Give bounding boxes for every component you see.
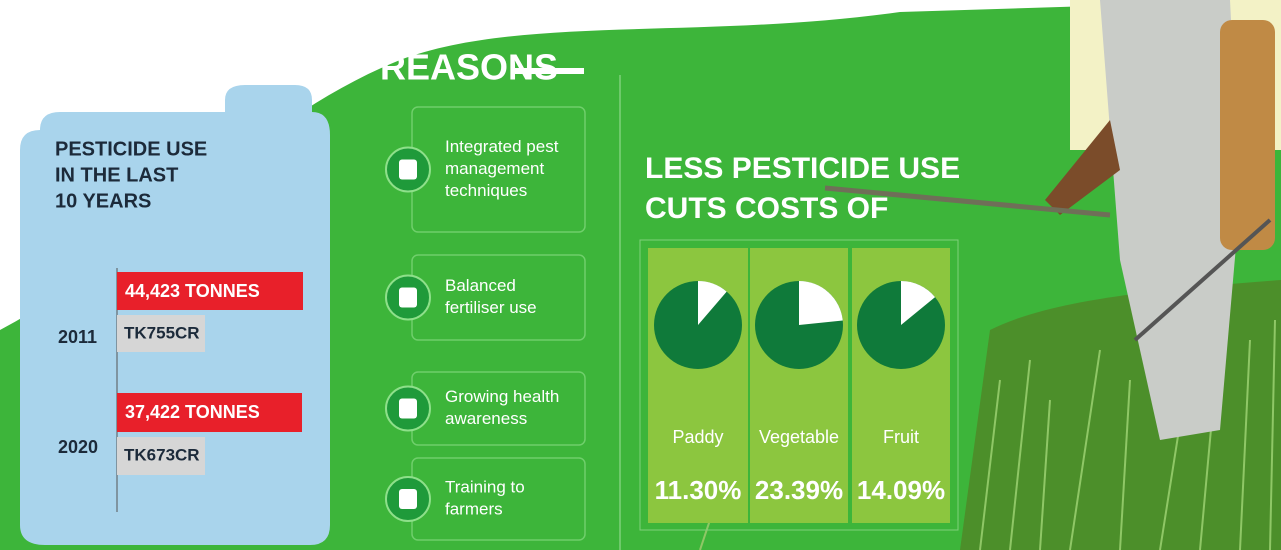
- title-dash: [512, 68, 584, 74]
- sprayer-tank: [1220, 20, 1275, 250]
- reason-text: fertiliser use: [445, 298, 537, 317]
- reason-text: awareness: [445, 409, 527, 428]
- pie-name: Paddy: [672, 427, 723, 447]
- reason-icon-glyph: [399, 288, 417, 308]
- year: 2011: [58, 327, 97, 347]
- reason-text: Growing health: [445, 387, 559, 406]
- cost-label: TK755CR: [124, 323, 200, 342]
- title-line: 10 YEARS: [55, 190, 151, 212]
- reason-icon-glyph: [399, 160, 417, 180]
- reason-text: Balanced: [445, 276, 516, 295]
- infographic: PESTICIDE USE IN THE LAST 10 YEARS 2011 …: [0, 0, 1281, 550]
- pie-value: 11.30%: [655, 475, 742, 505]
- usage-label: 44,423 TONNES: [125, 281, 260, 301]
- reason-text: management: [445, 159, 545, 178]
- title-line: IN THE LAST: [55, 164, 178, 186]
- reason-icon-glyph: [399, 489, 417, 509]
- reason-text: Training to: [445, 477, 525, 496]
- costs-title-line: LESS PESTICIDE USE: [645, 152, 960, 185]
- reason-text: farmers: [445, 499, 503, 518]
- pie-value: 23.39%: [755, 475, 843, 505]
- usage-label: 37,422 TONNES: [125, 402, 260, 422]
- costs-title-line: CUTS COSTS OF: [645, 192, 888, 225]
- reason-icon-glyph: [399, 399, 417, 419]
- cost-label: TK673CR: [124, 445, 200, 464]
- pie-value: 14.09%: [857, 475, 945, 505]
- reason-text: Integrated pest: [445, 137, 559, 156]
- title-line: PESTICIDE USE: [55, 138, 207, 160]
- reasons-title: REASONS: [380, 47, 558, 88]
- reason-text: techniques: [445, 181, 527, 200]
- year: 2020: [58, 437, 98, 457]
- pie-name: Fruit: [883, 427, 919, 447]
- pie-name: Vegetable: [759, 427, 839, 447]
